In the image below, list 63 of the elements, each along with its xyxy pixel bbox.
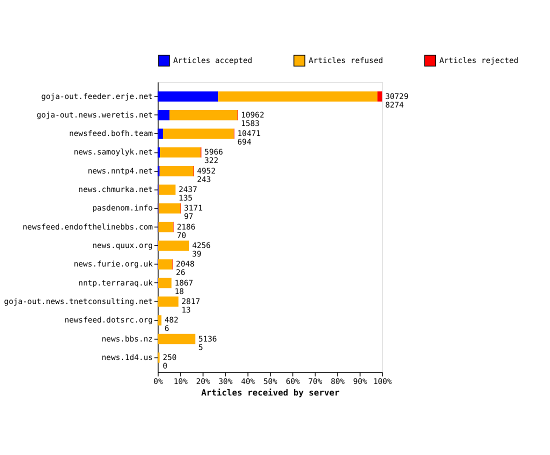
bar (158, 240, 189, 251)
bar (158, 110, 170, 120)
y-tick-label: news.chmurka.net (78, 185, 153, 194)
legend-label: Articles refused (308, 56, 384, 66)
bar (158, 315, 162, 326)
annotation: 2186 70 (176, 222, 196, 240)
bar (218, 91, 378, 102)
bar (158, 184, 176, 195)
y-tick-label: news.samoylyk.net (74, 148, 153, 157)
annotation: 30729 8274 (385, 92, 409, 110)
bar (158, 278, 172, 288)
x-tick-label: 50% (263, 377, 278, 386)
x-tick-label: 10% (174, 377, 188, 386)
y-tick-label: newsfeed.endofthelinebbs.com (22, 222, 154, 232)
y-tick-label: pasdenom.info (92, 204, 154, 213)
bar (162, 128, 234, 139)
annotation: 4256 39 (192, 241, 212, 259)
annotation: 10962 1583 (240, 110, 264, 128)
y-tick-label: news.furie.org.uk (74, 260, 154, 269)
y-tick-label: goja-out.feeder.erje.net (41, 92, 153, 101)
x-tick-label: 80% (330, 377, 345, 386)
bar (169, 110, 238, 120)
bar (158, 91, 218, 102)
bar (160, 166, 194, 176)
x-tick-label: 100% (373, 377, 392, 386)
bar (160, 147, 201, 158)
y-tick-label: goja-out.news.weretis.net (36, 110, 153, 120)
annotation: 4952 243 (197, 166, 216, 184)
legend-label: Articles accepted (173, 56, 252, 66)
x-tick-label: 0% (154, 377, 164, 386)
bar (158, 128, 163, 139)
x-tick-label: 70% (308, 377, 323, 386)
x-tick-label: 90% (353, 377, 368, 386)
annotation: 10471 694 (237, 129, 261, 147)
annotation: 250 0 (162, 352, 177, 370)
annotation: 2048 26 (176, 260, 195, 278)
x-tick-label: 40% (240, 377, 256, 386)
annotation: 3171 97 (184, 204, 203, 222)
y-tick-label: news.nntp4.net (88, 166, 153, 176)
y-tick-label: news.bbs.nz (102, 334, 153, 344)
y-tick-label: newsfeed.dotsrc.org (64, 316, 153, 325)
bar (158, 334, 196, 344)
y-tick-label: news.quux.org (92, 241, 153, 250)
y-tick-label: news.1d4.us (102, 352, 153, 362)
y-tick-label: nntp.terraraq.uk (78, 278, 154, 288)
x-axis-title: Articles received by server (201, 388, 340, 399)
annotation: 1867 18 (174, 278, 194, 296)
y-tick-label: newsfeed.bofh.team (69, 129, 154, 138)
bar (158, 203, 180, 214)
y-tick-label: goja-out.news.tnetconsulting.net (4, 296, 153, 306)
bar (377, 91, 382, 102)
x-tick-label: 20% (196, 377, 210, 386)
annotation: 2437 135 (178, 185, 198, 203)
bar (158, 296, 178, 307)
annotation: 482 6 (164, 316, 178, 334)
bar (158, 222, 174, 232)
x-tick-label: 60% (286, 377, 300, 386)
annotation: 2817 13 (182, 296, 200, 314)
annotation: 5966 322 (204, 148, 224, 166)
bar (158, 259, 172, 270)
annotation: 5136 5 (198, 334, 218, 352)
legend-label: Articles rejected (439, 56, 518, 66)
x-tick-label: 30% (218, 377, 233, 386)
